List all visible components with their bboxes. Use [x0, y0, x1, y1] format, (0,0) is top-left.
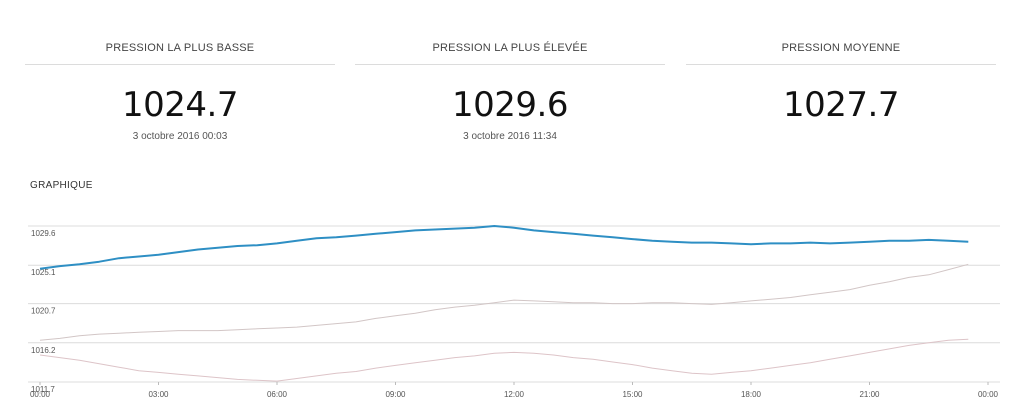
y-tick-label: 1016.2: [31, 346, 56, 355]
stat-label: PRESSION LA PLUS ÉLEVÉE: [355, 42, 665, 65]
series-line-2: [39, 263, 969, 341]
x-tick-label: 09:00: [385, 390, 406, 399]
x-tick-label: 00:00: [978, 390, 999, 399]
y-tick-label: 1029.6: [31, 229, 56, 238]
stat-highest-pressure: PRESSION LA PLUS ÉLEVÉE 1029.6 3 octobre…: [355, 42, 665, 142]
x-tick-label: 18:00: [741, 390, 762, 399]
stat-lowest-pressure: PRESSION LA PLUS BASSE 1024.7 3 octobre …: [25, 42, 335, 142]
stat-label: PRESSION MOYENNE: [686, 42, 996, 65]
series-line-1: [39, 225, 969, 270]
series-line-3: [39, 338, 969, 382]
x-tick-label: 15:00: [622, 390, 643, 399]
stat-value: 1029.6: [452, 85, 568, 125]
y-tick-label: 1020.7: [31, 307, 56, 316]
stat-value: 1024.7: [122, 85, 238, 125]
stat-label: PRESSION LA PLUS BASSE: [25, 42, 335, 65]
stat-value: 1027.7: [783, 85, 899, 125]
x-tick-label: 06:00: [267, 390, 288, 399]
x-tick-label: 12:00: [504, 390, 525, 399]
y-tick-label: 1025.1: [31, 268, 56, 277]
stat-date: 3 octobre 2016 11:34: [463, 131, 557, 142]
y-tick-label: 1011.7: [31, 385, 55, 394]
stat-average-pressure: PRESSION MOYENNE 1027.7: [686, 42, 996, 131]
stat-date: 3 octobre 2016 00:03: [132, 131, 228, 142]
x-tick-label: 21:00: [859, 390, 880, 399]
section-title: GRAPHIQUE: [30, 180, 93, 191]
x-tick-label: 03:00: [148, 390, 169, 399]
x-tick-label: 00:00: [30, 390, 51, 399]
